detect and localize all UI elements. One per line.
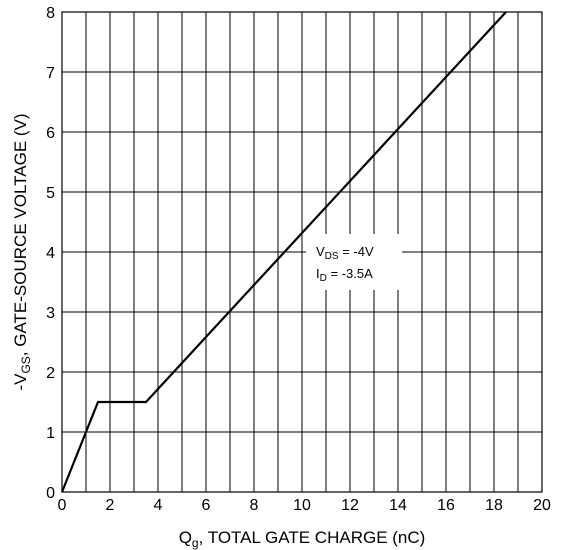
plot-frame (61, 11, 543, 493)
x-tick-label: 18 (485, 497, 503, 514)
y-tick-label: 8 (46, 5, 55, 22)
y-tick-label: 5 (46, 185, 55, 202)
x-tick-label: 20 (533, 497, 551, 514)
x-axis-label: Qg, TOTAL GATE CHARGE (nC) (179, 528, 426, 550)
annotation-id: ID = -3.5A (316, 266, 373, 284)
y-tick-label: 0 (46, 485, 55, 502)
y-tick-labels: 0 1 2 3 4 5 6 7 8 (46, 5, 55, 502)
y-tick-label: 3 (46, 305, 55, 322)
y-tick-label: 1 (46, 425, 55, 442)
y-tick-label: 2 (46, 365, 55, 382)
x-tick-label: 4 (154, 497, 163, 514)
x-tick-label: 10 (293, 497, 311, 514)
y-tick-label: 6 (46, 125, 55, 142)
x-tick-label: 14 (389, 497, 407, 514)
x-tick-label: 12 (341, 497, 359, 514)
x-tick-labels: 0 2 4 6 8 10 12 14 16 18 20 (58, 497, 551, 514)
grid (61, 11, 543, 493)
gate-charge-curve (60, 11, 507, 493)
annotation-box (306, 234, 402, 290)
x-tick-label: 8 (250, 497, 259, 514)
y-tick-label: 7 (46, 65, 55, 82)
x-tick-label: 2 (106, 497, 115, 514)
y-axis-label: -VGS, GATE-SOURCE VOLTAGE (V) (11, 113, 33, 390)
annotation-vds: VDS = -4V (316, 244, 374, 262)
y-tick-label: 4 (46, 245, 55, 262)
x-tick-label: 6 (202, 497, 211, 514)
x-tick-label: 16 (437, 497, 455, 514)
x-tick-label: 0 (58, 497, 67, 514)
